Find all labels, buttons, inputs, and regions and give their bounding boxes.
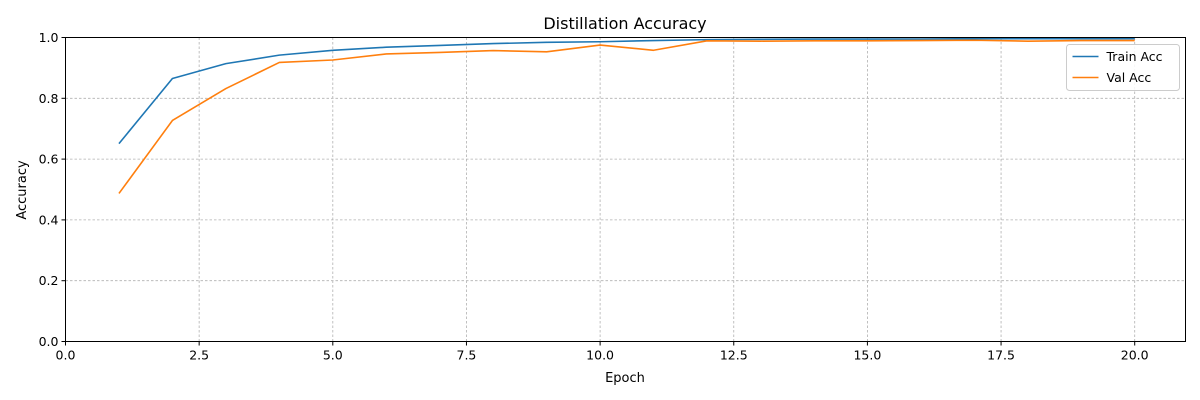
legend-label-2: Val Acc bbox=[1107, 70, 1152, 85]
grid bbox=[65, 37, 1186, 342]
legend-label-1: Train Acc bbox=[1106, 49, 1163, 64]
y-tick-label: 0.2 bbox=[39, 273, 59, 288]
legend: Train Acc Val Acc bbox=[1066, 44, 1180, 91]
y-tick-label: 0.6 bbox=[39, 152, 59, 167]
x-tick-label: 2.5 bbox=[189, 348, 209, 363]
x-tick-label: 12.5 bbox=[720, 348, 748, 363]
x-tick-label: 17.5 bbox=[987, 348, 1015, 363]
plot-frame bbox=[65, 37, 1186, 342]
x-tick-label: 7.5 bbox=[457, 348, 477, 363]
x-axis-label: Epoch bbox=[605, 371, 645, 386]
series-line-1 bbox=[118, 37, 1135, 145]
series-layer bbox=[118, 37, 1135, 194]
chart-title: Distillation Accuracy bbox=[543, 14, 706, 33]
x-tick-label: 10.0 bbox=[586, 348, 614, 363]
x-tick-label: 0.0 bbox=[56, 348, 76, 363]
y-axis-label: Accuracy bbox=[15, 160, 30, 220]
axis-ticks: 0.0 2.5 5.0 7.5 10.0 12.5 15.0 17.5 20.0 0.0 0.2 0.… bbox=[39, 30, 1149, 363]
y-tick-label: 0.0 bbox=[39, 334, 59, 349]
y-tick-label: 1.0 bbox=[39, 30, 59, 45]
y-tick-label: 0.8 bbox=[39, 91, 59, 106]
x-tick-label: 20.0 bbox=[1121, 348, 1149, 363]
y-tick-label: 0.4 bbox=[39, 212, 59, 227]
series-line-2 bbox=[118, 39, 1135, 194]
x-tick-label: 5.0 bbox=[323, 348, 343, 363]
x-tick-label: 15.0 bbox=[853, 348, 881, 363]
